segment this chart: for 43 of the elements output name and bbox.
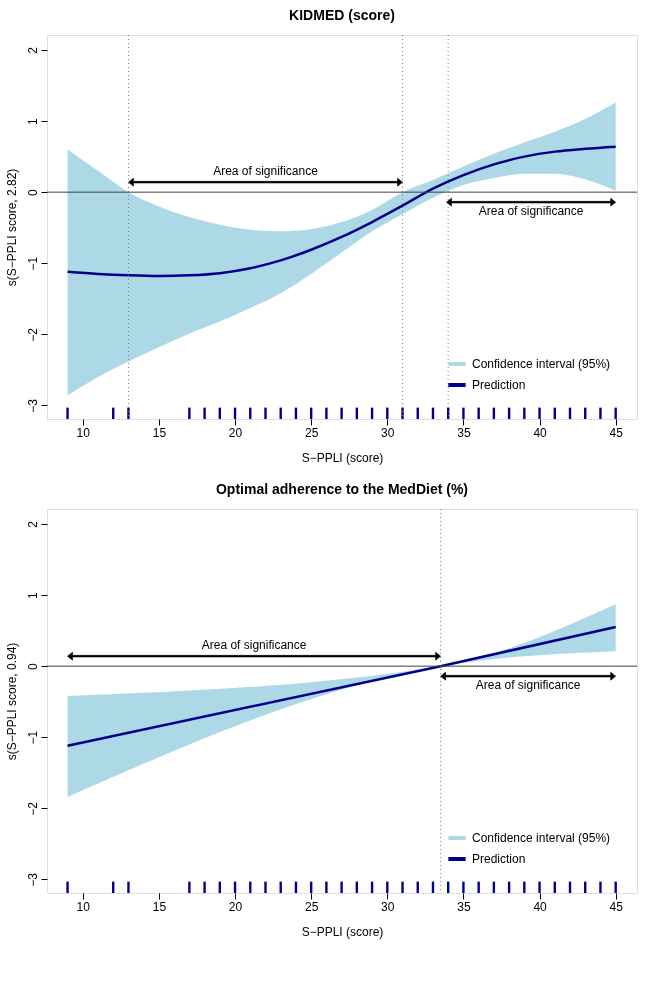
- y-tick-label: 1: [25, 117, 40, 125]
- y-tick-label: −2: [25, 801, 40, 816]
- chart-title: KIDMED (score): [289, 6, 395, 23]
- y-tick-label: −3: [25, 872, 40, 887]
- annotation: Area of significance: [478, 204, 584, 219]
- x-tick-label: 40: [533, 899, 548, 914]
- y-tick-label: −1: [25, 256, 40, 271]
- x-tick-label: 10: [76, 425, 91, 440]
- x-tick-label: 20: [228, 425, 243, 440]
- y-tick-label: 0: [25, 663, 40, 670]
- x-axis-title: S−PPLI (score): [301, 924, 384, 939]
- y-tick-label: −3: [25, 398, 40, 413]
- line-series: [66, 145, 617, 278]
- x-tick-label: 30: [381, 899, 395, 914]
- annotation: Area of significance: [201, 638, 307, 653]
- y-tick-label: 0: [25, 189, 40, 196]
- x-tick-label: 30: [381, 425, 395, 440]
- legend-label: Prediction: [472, 852, 526, 866]
- y-tick-label: −1: [25, 730, 40, 745]
- x-tick-label: 15: [152, 899, 167, 914]
- y-tick-label: 1: [25, 591, 40, 599]
- annotation: Area of significance: [475, 678, 581, 693]
- legend-label: Prediction: [472, 378, 526, 392]
- x-axis-title: S−PPLI (score): [301, 450, 384, 465]
- annotation: Area of significance: [213, 164, 319, 179]
- x-tick-label: 45: [609, 425, 624, 440]
- annotation: Confidence interval (95%): [472, 831, 611, 845]
- x-tick-label: 45: [609, 899, 624, 914]
- x-tick-label: 35: [457, 899, 471, 914]
- chart-title: Optimal adherence to the MedDiet (%): [215, 480, 469, 497]
- x-tick-label: 35: [457, 425, 471, 440]
- annotation: Confidence interval (95%): [472, 357, 611, 371]
- x-tick-label: 25: [304, 425, 319, 440]
- x-tick-label: 40: [533, 425, 548, 440]
- y-axis-title: s(S−PPLI score, 2.82): [4, 168, 19, 287]
- y-tick-label: −2: [25, 327, 40, 342]
- x-tick-label: 20: [228, 899, 243, 914]
- y-axis-title: s(S−PPLI score, 0.94): [4, 642, 19, 761]
- x-tick-label: 10: [76, 899, 91, 914]
- x-tick-label: 15: [152, 425, 167, 440]
- y-tick-label: 2: [25, 46, 40, 54]
- x-tick-label: 25: [304, 899, 319, 914]
- y-tick-label: 2: [25, 520, 40, 528]
